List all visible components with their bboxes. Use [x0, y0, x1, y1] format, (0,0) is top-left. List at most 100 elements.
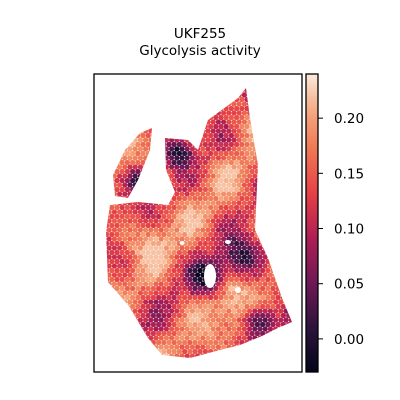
tissue-spot [241, 146, 247, 152]
tissue-spot [260, 348, 266, 355]
tissue-spot [262, 173, 268, 179]
tissue-spot [189, 101, 195, 107]
tissue-spot [236, 110, 242, 116]
tissue-spot [106, 119, 112, 125]
tissue-spot [187, 231, 193, 238]
tissue-spot [205, 308, 211, 314]
tissue-spot [161, 339, 167, 346]
tissue-spot [278, 299, 284, 305]
tissue-spot [119, 159, 125, 166]
tissue-spot [187, 213, 193, 220]
tissue-spot [239, 312, 245, 319]
tissue-spot [106, 290, 112, 296]
tissue-spot [153, 119, 159, 125]
tissue-spot [215, 227, 221, 233]
tissue-spot [291, 312, 292, 319]
tissue-spot [247, 200, 253, 206]
tissue-spot [148, 254, 154, 260]
tissue-spot [200, 236, 206, 242]
tissue-spot [169, 128, 175, 134]
tissue-spot [153, 236, 159, 242]
tissue-spot [226, 155, 232, 161]
tissue-spot [231, 353, 237, 358]
tissue-spot [119, 186, 125, 193]
tissue-spot [249, 321, 255, 328]
tissue-spot [267, 200, 273, 206]
tissue-spot [215, 344, 221, 350]
tissue-spot [109, 132, 115, 139]
tissue-spot [228, 321, 234, 328]
tissue-spot [213, 249, 219, 256]
tissue-spot [130, 132, 136, 139]
tissue-spot [252, 191, 258, 197]
tissue-spot [244, 249, 250, 256]
tissue-spot [223, 357, 229, 358]
tissue-spot [161, 96, 167, 103]
tissue-spot [182, 357, 188, 358]
tissue-spot [158, 335, 164, 341]
tissue-spot [156, 312, 162, 319]
tissue-spot [273, 137, 279, 143]
tissue-spot [202, 150, 208, 157]
tissue-spot [270, 186, 276, 193]
tissue-spot [226, 227, 232, 233]
tissue-spot [119, 249, 125, 256]
tissue-spot [262, 92, 268, 98]
tissue-spot [179, 191, 185, 197]
tissue-spot [161, 276, 167, 283]
tissue-spot [166, 132, 172, 139]
tissue-spot [262, 326, 268, 332]
tissue-spot [140, 186, 146, 193]
tissue-spot [294, 110, 299, 115]
tissue-spot [117, 191, 123, 197]
tissue-spot [184, 101, 190, 107]
tissue-spot [163, 146, 169, 152]
tissue-spot [213, 88, 219, 94]
tissue-spot [130, 312, 136, 319]
tissue-spot [226, 209, 232, 215]
tissue-spot [117, 254, 123, 260]
tissue-spot [273, 326, 279, 332]
tissue-spot [163, 236, 169, 242]
tissue-spot [184, 200, 190, 206]
tissue-spot [260, 132, 266, 139]
tissue-spot [122, 164, 128, 170]
tissue-spot [184, 191, 190, 197]
tissue-spot [291, 294, 292, 301]
tissue-spot [249, 357, 255, 358]
tissue-spot [127, 101, 133, 107]
tissue-spot [195, 119, 201, 125]
tissue-spot [176, 249, 182, 256]
tissue-spot [145, 96, 151, 103]
tissue-spot [184, 128, 190, 134]
tissue-spot [208, 105, 214, 112]
tissue-spot [106, 357, 110, 358]
tissue-spot [213, 321, 219, 328]
tissue-spot [208, 141, 214, 148]
tissue-spot [176, 348, 182, 355]
tissue-spot [148, 245, 154, 251]
tissue-spot [122, 290, 128, 296]
tissue-spot [171, 88, 177, 94]
tissue-spot [241, 245, 247, 251]
tissue-spot [202, 168, 208, 175]
tissue-spot [275, 348, 281, 355]
tissue-spot [273, 299, 279, 305]
tissue-spot [106, 105, 110, 112]
tissue-spot [132, 146, 138, 152]
tissue-spot [179, 326, 185, 332]
tissue-spot [143, 263, 149, 269]
tissue-spot [234, 258, 240, 265]
tissue-spot [262, 308, 268, 314]
tissue-spot [182, 105, 188, 112]
tissue-spot [130, 240, 136, 247]
tissue-spot [117, 146, 123, 152]
tissue-spot [174, 299, 180, 305]
tissue-spot [265, 258, 271, 265]
tissue-spot [231, 173, 237, 179]
tissue-spot [111, 353, 118, 358]
tissue-spot [150, 150, 156, 157]
tissue-spot [200, 164, 206, 170]
tissue-spot [280, 150, 286, 157]
tissue-spot [127, 344, 133, 350]
